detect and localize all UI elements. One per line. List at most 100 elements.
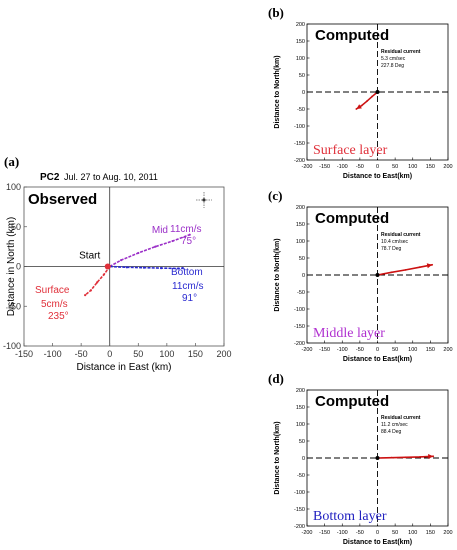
- x-tick-label: -100: [337, 530, 348, 536]
- y-tick-label: 200: [296, 205, 305, 211]
- y-tick-label: 100: [296, 56, 305, 62]
- data-point: [366, 100, 368, 103]
- date-range: Jul. 27 to Aug. 10, 2011: [64, 172, 158, 182]
- bottom-direction: 91°: [182, 293, 197, 304]
- y-tick-label: 50: [299, 439, 305, 445]
- arrowhead: [426, 263, 433, 269]
- data-point: [188, 233, 191, 236]
- data-point: [84, 294, 87, 297]
- x-tick-label: 100: [159, 349, 174, 359]
- data-point: [418, 456, 421, 458]
- chart-title: Computed: [315, 393, 389, 410]
- x-tick-label: 50: [392, 164, 398, 170]
- chart-title: Observed: [28, 191, 97, 208]
- y-tick-label: 150: [296, 405, 305, 411]
- y-tick-label: -100: [294, 490, 305, 496]
- data-point: [181, 266, 184, 270]
- x-tick-label: -150: [15, 349, 33, 359]
- y-tick-label: 0: [16, 262, 21, 272]
- y-tick-label: -150: [294, 141, 305, 147]
- y-tick-label: -200: [294, 524, 305, 530]
- y-tick-label: -50: [297, 473, 305, 479]
- y-tick-label: 50: [299, 256, 305, 262]
- data-point: [120, 259, 123, 262]
- x-tick-label: -50: [356, 347, 364, 353]
- y-tick-label: -150: [294, 324, 305, 330]
- data-point: [404, 269, 407, 271]
- series-line: [109, 233, 190, 268]
- chart-title: Computed: [315, 210, 389, 227]
- arrowhead: [428, 454, 434, 460]
- x-tick-label: 0: [107, 349, 112, 359]
- x-tick-label: 150: [426, 164, 435, 170]
- data-point: [390, 456, 393, 459]
- y-tick-label: -100: [294, 307, 305, 313]
- x-tick-label: 100: [408, 347, 417, 353]
- origin-marker: [375, 456, 380, 460]
- x-tick-label: 0: [376, 164, 379, 170]
- x-axis-label: Distance to East(km): [343, 173, 412, 180]
- chart-title: Computed: [315, 27, 389, 44]
- annotation-line: 227.8 Deg: [381, 63, 404, 69]
- x-tick-label: 200: [443, 164, 452, 170]
- data-point: [360, 104, 363, 107]
- annotation-line: 78.7 Deg: [381, 246, 402, 252]
- arrowhead: [356, 104, 362, 109]
- data-point: [137, 251, 140, 255]
- annotation-line: Residual current: [381, 49, 421, 55]
- annotation-line: 88.4 Deg: [381, 429, 402, 435]
- data-point: [102, 273, 106, 276]
- panel-a: (a)PC2 Jul. 27 to Aug. 10, 2011-150 -100 -5…: [3, 154, 232, 373]
- y-tick-label: 100: [296, 239, 305, 245]
- y-tick-label: -100: [3, 341, 21, 351]
- annotation-line: Residual current: [381, 415, 421, 421]
- y-axis-label: Distance in North (km): [6, 217, 17, 316]
- x-tick-label: 50: [133, 349, 143, 359]
- data-point: [171, 239, 174, 243]
- y-tick-label: 50: [299, 73, 305, 79]
- x-tick-label: 200: [443, 347, 452, 353]
- y-axis-label: Distance to North(km): [274, 55, 281, 128]
- series-surface: [84, 265, 111, 297]
- origin-marker: [375, 90, 380, 94]
- data-point: [96, 281, 99, 284]
- y-tick-label: -50: [297, 290, 305, 296]
- y-tick-label: 0: [302, 456, 305, 462]
- x-tick-label: -200: [301, 164, 312, 170]
- x-tick-label: 0: [376, 530, 379, 536]
- mid-name: Mid: [152, 225, 168, 236]
- panel-c: (c) -200-200 -150 -150 -100 -100 -50 -50 0 0 50 50 1…: [268, 188, 453, 363]
- x-tick-label: 50: [392, 347, 398, 353]
- x-tick-label: 100: [408, 530, 417, 536]
- x-tick-label: -150: [319, 530, 330, 536]
- x-tick-label: 150: [188, 349, 203, 359]
- data-point: [390, 271, 393, 274]
- bottom-speed: 11cm/s: [172, 281, 204, 292]
- panel-label: (b): [268, 5, 284, 20]
- data-point: [177, 267, 180, 270]
- x-axis-label: Distance to East(km): [343, 539, 412, 546]
- y-tick-label: -200: [294, 341, 305, 347]
- x-tick-label: 150: [426, 530, 435, 536]
- annotation-line: 11.2 cm/sec: [381, 422, 408, 428]
- layer-label: Surface layer: [313, 143, 388, 158]
- x-tick-label: 200: [216, 349, 231, 359]
- y-tick-label: 200: [296, 388, 305, 394]
- compass-center: [202, 198, 206, 202]
- x-tick-label: 100: [408, 164, 417, 170]
- surface-direction: 235°: [48, 311, 69, 322]
- panel-d: (d) -200-200 -150 -150 -100 -100 -50 -50 0 0 50 50 1…: [268, 371, 453, 546]
- x-axis-label: Distance to East(km): [343, 356, 412, 363]
- data-point: [418, 266, 421, 269]
- y-tick-label: 150: [296, 39, 305, 45]
- mid-speed: 11cm/s: [170, 224, 202, 235]
- data-point: [371, 95, 374, 98]
- x-tick-label: -50: [356, 164, 364, 170]
- panel-label: (d): [268, 371, 284, 386]
- x-tick-label: -100: [337, 164, 348, 170]
- bottom-name: Bottom: [171, 267, 203, 278]
- y-tick-label: 0: [302, 90, 305, 96]
- start-marker: [104, 263, 111, 270]
- y-axis-label: Distance to North(km): [274, 421, 281, 494]
